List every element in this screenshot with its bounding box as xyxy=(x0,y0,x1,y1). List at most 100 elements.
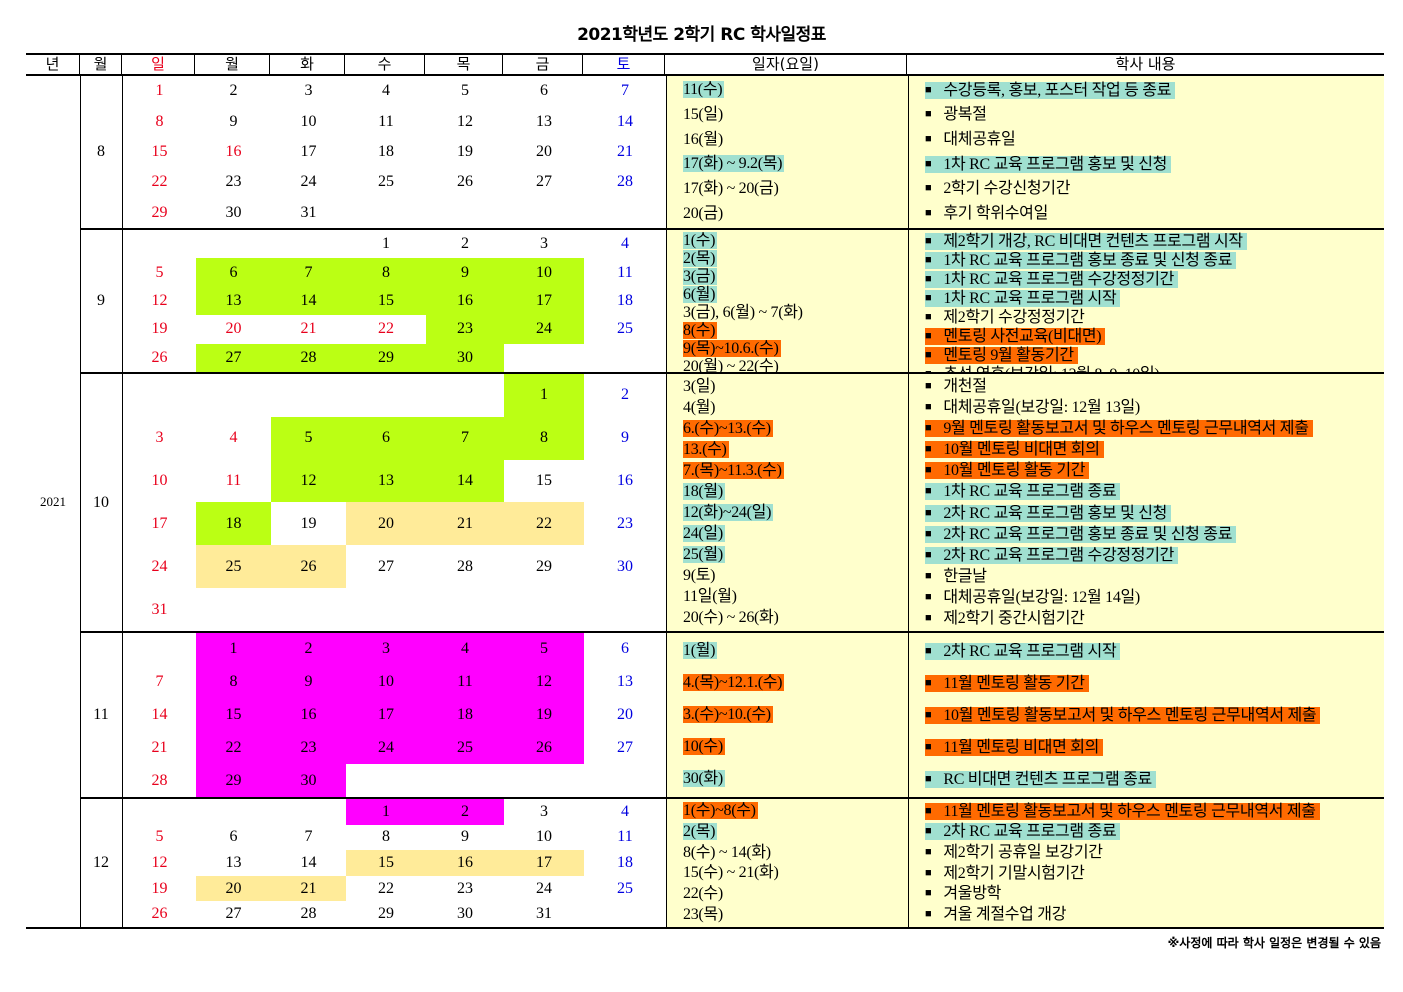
day-cell: 21 xyxy=(151,738,168,756)
day-cell: 12 xyxy=(504,665,584,699)
day-cell: 23 xyxy=(426,315,504,344)
event-text: 9월 멘토링 활동보고서 및 하우스 멘토링 근무내역서 제출 xyxy=(943,420,1309,438)
day-cell: 27 xyxy=(225,905,242,923)
event-column: ■ 개천절 ■ 대체공휴일(보강일: 12월 13일) ■ 9월 멘토링 활동보고서 및 … xyxy=(909,374,1384,631)
event-item: ■ 1차 RC 교육 프로그램 시작 xyxy=(925,290,1121,307)
day-cell xyxy=(584,344,666,372)
day-cell: 11 xyxy=(617,828,633,846)
day-cell xyxy=(426,588,504,631)
event-line: ■ 2차 RC 교육 프로그램 시작 xyxy=(925,642,1384,661)
day-cell: 4 xyxy=(229,429,238,447)
month-label: 11 xyxy=(80,633,123,797)
event-line: ■ 2차 RC 교육 프로그램 홍보 및 신청 xyxy=(925,504,1384,523)
day-cell: 22 xyxy=(378,320,394,338)
event-date: 3(금), 6(월) ~ 7(화) xyxy=(683,304,803,321)
week-row: 22 23 24 25 26 27 28 xyxy=(123,167,666,197)
day-cell xyxy=(196,588,271,631)
day-cell: 15 xyxy=(346,286,426,316)
day-cell: 1 xyxy=(155,82,164,100)
day-cell: 8 xyxy=(346,258,426,287)
event-item: ■ 후기 학위수여일 xyxy=(925,205,1052,222)
day-cell: 19 xyxy=(151,879,168,897)
day-cell: 11 xyxy=(378,112,394,130)
event-date: 18(월) xyxy=(683,482,725,500)
date-line: 10(수) xyxy=(683,738,908,756)
date-line: 4.(목)~12.1.(수) xyxy=(683,674,908,692)
date-line: 9(목)~10.6.(수) xyxy=(683,340,908,358)
date-line: 3(금), 6(월) ~ 7(화) xyxy=(683,304,908,322)
day-cell: 14 xyxy=(426,459,504,503)
date-line: 1(월) xyxy=(683,642,908,660)
date-line: 7.(목)~11.3.(수) xyxy=(683,461,908,480)
bullet-square-icon: ■ xyxy=(925,464,932,477)
day-cell: 19 xyxy=(300,514,317,532)
event-item: ■ 11월 멘토링 활동 기간 xyxy=(925,674,1089,692)
bullet-square-icon: ■ xyxy=(925,443,932,456)
event-item: ■ 제2학기 기말시험기간 xyxy=(925,865,1089,882)
day-cell: 29 xyxy=(378,905,394,923)
day-cell: 28 xyxy=(300,905,317,923)
event-line: ■ 11월 멘토링 활동보고서 및 하우스 멘토링 근무내역서 제출 xyxy=(925,802,1384,821)
date-line: 17(화) ~ 9.2(목) xyxy=(683,155,908,173)
header-cell: 일 xyxy=(122,55,195,74)
day-cell: 16 xyxy=(271,698,346,732)
day-cell xyxy=(271,799,346,825)
event-line: ■ 1차 RC 교육 프로그램 홍보 종료 및 신청 종료 xyxy=(925,251,1384,270)
event-line: ■ 제2학기 공휴일 보강기간 xyxy=(925,843,1384,862)
day-cell xyxy=(346,764,426,797)
event-item: ■ 개천절 xyxy=(925,378,991,395)
day-cell xyxy=(271,588,346,631)
day-cell: 24 xyxy=(300,173,317,191)
day-cell: 5 xyxy=(461,82,469,100)
calendar-grid: 1 2 3 4 5 6 7 8 9 10 11 12 13 14 15 16 17 18 19 20 21 22 23 24 2… xyxy=(123,633,667,797)
date-line: 23(목) xyxy=(683,906,908,924)
week-row: 17 18 19 20 21 22 23 xyxy=(123,502,666,546)
event-line: ■ 대체공휴일(보강일: 12월 13일) xyxy=(925,398,1384,417)
day-cell: 7 xyxy=(304,828,313,846)
day-cell: 31 xyxy=(536,905,552,923)
day-cell: 20 xyxy=(617,705,633,723)
week-row: 10 11 12 13 14 15 16 xyxy=(123,459,666,503)
day-cell: 7 xyxy=(155,673,164,691)
bullet-square-icon: ■ xyxy=(925,569,932,582)
day-cell: 2 xyxy=(271,633,346,666)
header-cell: 목 xyxy=(425,55,503,74)
event-item: ■ 멘토링 9월 활동기간 xyxy=(925,347,1078,364)
date-line: 9(토) xyxy=(683,567,908,585)
day-cell: 22 xyxy=(504,502,584,546)
event-item: ■ 제2학기 개강, RC 비대면 컨텐츠 프로그램 시작 xyxy=(925,233,1247,250)
bullet-square-icon: ■ xyxy=(925,133,932,146)
day-cell xyxy=(346,588,426,631)
event-date: 10(수) xyxy=(683,738,725,755)
day-cell: 17 xyxy=(346,698,426,732)
calendar-grid: 1 2 3 4 5 6 7 8 9 10 11 12 13 14 15 16 17 18 19 20 21 22 23 24 2… xyxy=(123,76,667,228)
event-date: 23(목) xyxy=(683,905,723,923)
day-cell: 13 xyxy=(346,459,426,503)
event-item: ■ 제2학기 공휴일 보강기간 xyxy=(925,844,1107,861)
day-cell xyxy=(271,374,346,417)
event-text: 2학기 수강신청기간 xyxy=(943,180,1071,198)
week-row: 1 2 3 4 5 6 7 xyxy=(123,76,666,106)
event-line: ■ 멘토링 9월 활동기간 xyxy=(925,346,1384,365)
event-line: ■ RC 비대면 컨텐츠 프로그램 종료 xyxy=(925,770,1384,789)
day-cell: 26 xyxy=(271,545,346,589)
day-cell xyxy=(196,799,271,825)
event-line: ■ 10월 멘토링 비대면 회의 xyxy=(925,440,1384,459)
day-cell: 28 xyxy=(151,771,168,789)
event-date: 20(금) xyxy=(683,204,723,222)
event-column: ■ 수강등록, 홍보, 포스터 작업 등 종료 ■ 광복절 ■ 대체공휴일 ■ 1차 RC 교… xyxy=(909,76,1384,228)
day-cell: 4 xyxy=(621,802,629,820)
event-item: ■ 1차 RC 교육 프로그램 종료 xyxy=(925,483,1121,501)
event-line: ■ 제2학기 기말시험기간 xyxy=(925,864,1384,883)
day-cell: 19 xyxy=(151,320,168,338)
date-line: 18(월) xyxy=(683,482,908,501)
event-item: ■ 2차 RC 교육 프로그램 수강정정기간 xyxy=(925,546,1179,564)
bullet-square-icon: ■ xyxy=(925,590,932,603)
event-text: 10월 멘토링 비대면 회의 xyxy=(943,441,1100,459)
day-cell: 2 xyxy=(621,386,629,404)
day-cell: 20 xyxy=(196,875,271,902)
day-cell: 10 xyxy=(300,112,317,130)
day-cell: 4 xyxy=(621,235,629,253)
event-item: ■ 9월 멘토링 활동보고서 및 하우스 멘토링 근무내역서 제출 xyxy=(925,420,1313,438)
event-date: 4(월) xyxy=(683,398,716,416)
